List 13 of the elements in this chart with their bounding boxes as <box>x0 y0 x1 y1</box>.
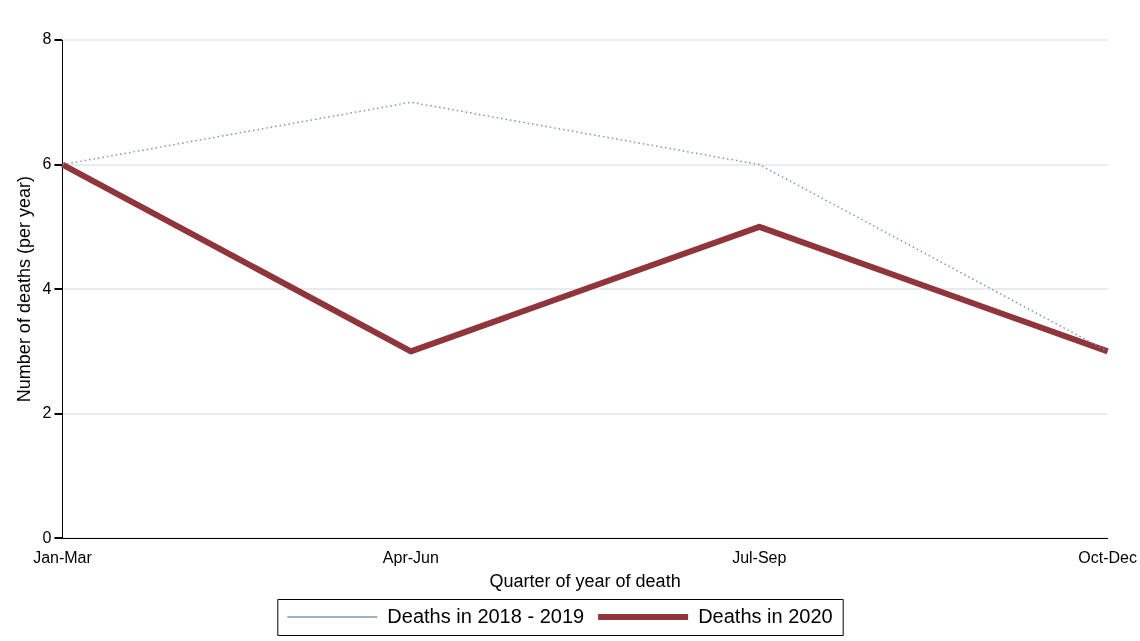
x-tick-label: Apr-Jun <box>382 549 439 567</box>
y-tick-label: 4 <box>42 279 52 297</box>
y-tick-label: 2 <box>42 404 52 422</box>
x-tick-label: Jan-Mar <box>33 549 93 567</box>
legend-label: Deaths in 2018 - 2019 <box>387 604 585 627</box>
x-tick-label: Jul-Sep <box>732 549 787 567</box>
y-tick-label: 0 <box>42 528 52 546</box>
x-axis-title: Quarter of year of death <box>489 571 681 592</box>
y-axis-title: Number of deaths (per year) <box>13 176 34 403</box>
legend-label: Deaths in 2020 <box>698 604 833 627</box>
y-tick-label: 6 <box>42 154 52 172</box>
y-tick-label: 8 <box>42 30 52 48</box>
x-tick-label: Oct-Dec <box>1078 549 1137 567</box>
